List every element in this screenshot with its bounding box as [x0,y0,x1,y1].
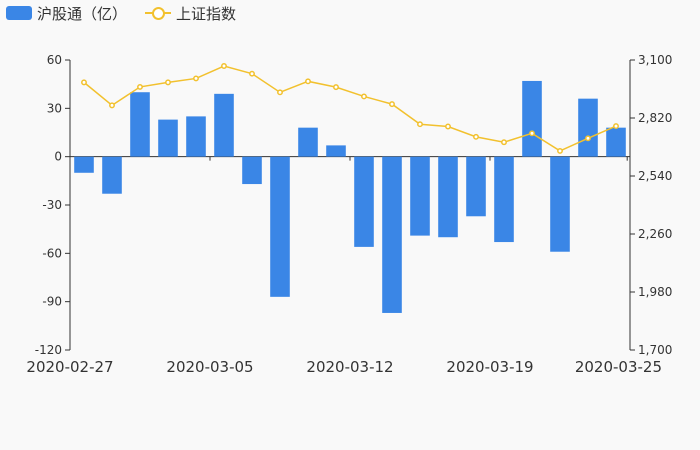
bar [578,98,598,157]
line-point [361,93,367,100]
line-point [333,84,339,91]
x-tick-label: 2020-02-27 [26,358,113,376]
line-point [445,123,451,130]
line-point [277,89,283,96]
bar [214,93,234,157]
line-point [501,139,507,146]
line-point [109,102,115,109]
y-left-tick-label: -120 [35,343,62,357]
y-left-tick-label: 0 [54,150,62,164]
bar [382,156,402,313]
x-tick-label: 2020-03-19 [446,358,533,376]
bar [270,156,290,297]
line-series [83,65,617,152]
legend-item-bar-series[interactable]: 沪股通（亿） [6,3,127,24]
legend-item-line-series[interactable]: 上证指数 [145,3,236,24]
line-point [81,79,87,86]
line-point [473,133,479,140]
line-point [165,79,171,86]
y-right-tick-label: 2,820 [638,111,672,125]
legend: 沪股通（亿） 上证指数 [6,2,254,24]
bar [438,156,458,238]
x-tick-label: 2020-03-05 [166,358,253,376]
y-left-tick-label: 30 [47,101,62,115]
bar [186,116,206,157]
legend-label-bar-series: 沪股通（亿） [37,4,128,23]
y-right-tick-label: 2,540 [638,169,672,183]
bar [326,145,346,157]
line-point [417,121,423,128]
bar [298,127,318,157]
bar [522,80,542,157]
x-tick-label: 2020-03-12 [306,358,393,376]
line-point [249,70,255,77]
bar [130,92,150,157]
y-right-tick-label: 1,700 [638,343,672,357]
bar [466,156,486,217]
y-right-tick-label: 2,260 [638,227,672,241]
bar [606,127,626,157]
bar-series-swatch [6,6,32,20]
bar [242,156,262,185]
bar [74,156,94,173]
y-right-tick-label: 3,100 [638,53,672,67]
line-point [529,130,535,137]
line-point [305,78,311,85]
line-point [585,135,591,142]
line-point [557,147,563,154]
bar [494,156,514,243]
bar [410,156,430,236]
bar [158,119,178,157]
line-point [221,63,227,69]
bar [550,156,570,252]
line-point [389,101,395,108]
legend-label-line-series: 上证指数 [176,4,237,23]
y-left-tick-label: -30 [42,198,62,212]
line-point [137,83,143,90]
line-series-swatch [145,6,172,20]
line-point [613,123,619,130]
x-tick-label: 2020-03-25 [575,358,662,376]
bar [102,156,122,194]
bar [354,156,374,247]
y-left-tick-label: -60 [42,246,62,260]
y-right-tick-label: 1,980 [638,285,672,299]
y-left-tick-label: 60 [47,53,62,67]
line-point [193,75,199,82]
y-left-tick-label: -90 [42,295,62,309]
